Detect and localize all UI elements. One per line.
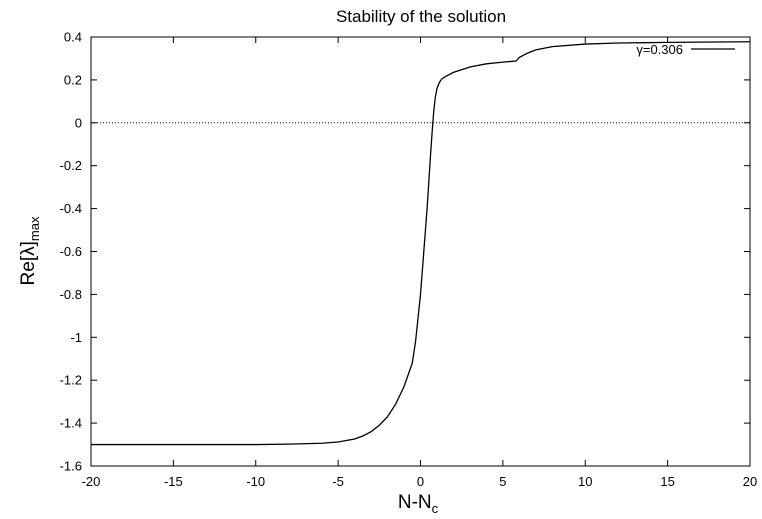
y-axis: 0.4 0.2 0 -0.2 -0.4 -0.6 -0.8 -1 -1.2 -1.4 -1.6 [60,30,750,474]
y-axis-label-base: Re[λ] [18,241,39,285]
x-tick-label: 15 [660,474,674,489]
y-tick-label: -1 [70,330,82,345]
x-tick-label: 5 [499,474,506,489]
y-tick-label: -1.2 [60,373,82,388]
x-tick-label: 0 [417,474,424,489]
x-tick-label: -10 [246,474,265,489]
y-tick-label: 0 [75,115,82,130]
y-tick-label: -1.6 [60,459,82,474]
y-axis-label-subscript: max [27,216,42,241]
y-axis-label: Re[λ]max [18,216,42,285]
series-line [91,41,751,446]
x-axis-label-base: N-N [398,492,432,513]
x-tick-label: 20 [743,474,757,489]
x-axis-label: N-Nc [398,492,439,516]
x-axis-label-subscript: c [432,501,439,516]
x-axis: -20 -15 -10 -5 0 5 10 15 20 [82,37,757,489]
plot-frame [90,36,751,467]
x-tick-label: -5 [332,474,344,489]
y-tick-label: -1.4 [60,416,82,431]
x-tick-label: -15 [164,474,183,489]
y-tick-label: 0.4 [64,30,82,45]
x-tick-label: -20 [82,474,101,489]
y-tick-label: -0.8 [60,287,82,302]
x-tick-label: 10 [578,474,592,489]
legend-label: γ=0.306 [636,42,683,57]
legend: γ=0.306 [636,42,735,57]
chart-title: Stability of the solution [336,7,506,26]
y-tick-label: 0.2 [64,72,82,87]
y-tick-label: -0.6 [60,244,82,259]
y-tick-label: -0.2 [60,158,82,173]
y-tick-label: -0.4 [60,201,82,216]
